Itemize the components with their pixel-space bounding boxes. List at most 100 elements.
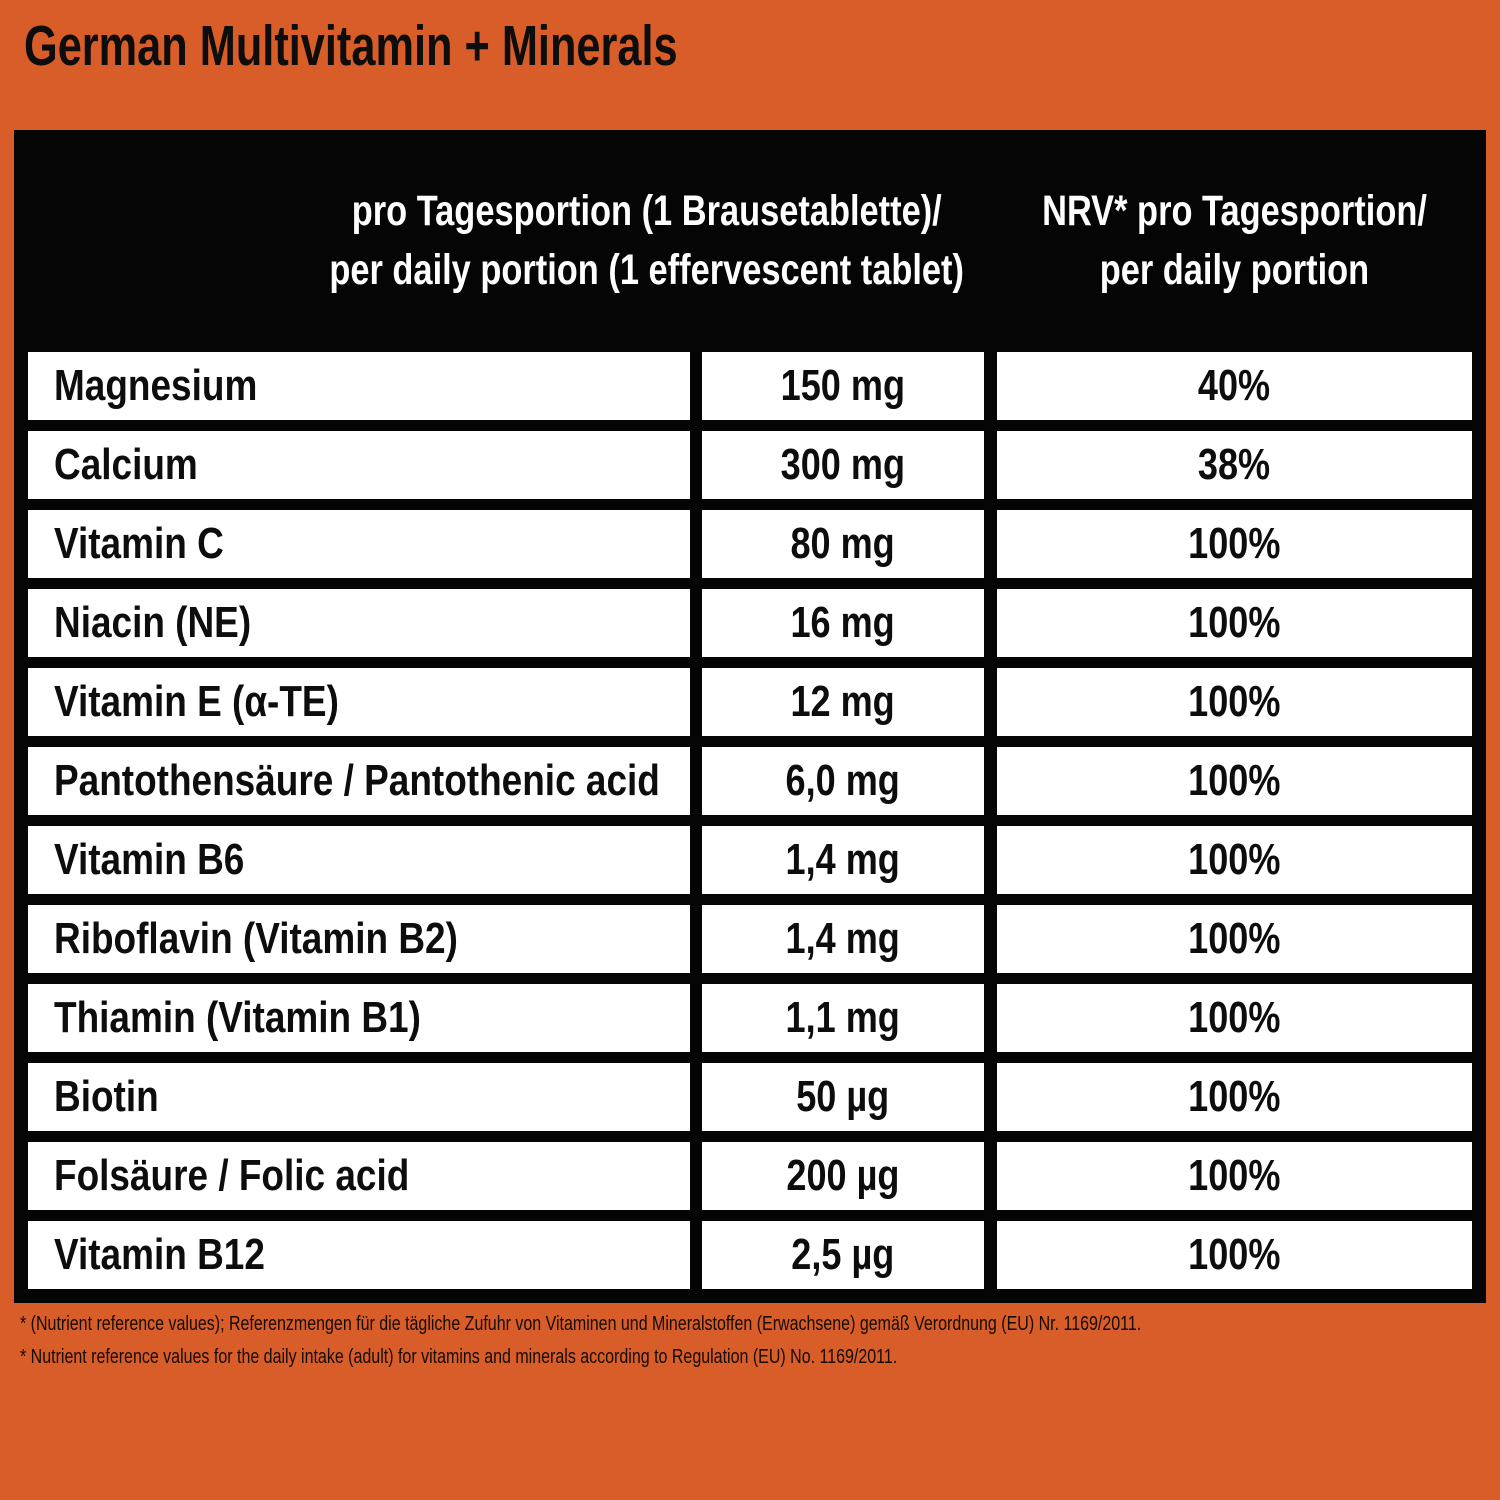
header-amount-line2: per daily portion (1 effervescent tablet… (329, 246, 965, 294)
nrv-cell: 100% (997, 747, 1472, 815)
page-title-text: German Multivitamin + Minerals (24, 14, 678, 78)
table-row: Thiamin (Vitamin B1) 1,1 mg 100% (28, 984, 1472, 1052)
nutrient-cell: Riboflavin (Vitamin B2) (28, 905, 690, 973)
nutrient-cell: Thiamin (Vitamin B1) (28, 984, 690, 1052)
nutrient-label: Magnesium (54, 361, 258, 410)
nrv-cell: 100% (997, 1221, 1472, 1289)
amount-value: 150 mg (780, 361, 906, 410)
column-divider (984, 984, 997, 1052)
page-title: German Multivitamin + Minerals (24, 13, 884, 79)
amount-cell: 150 mg (702, 352, 984, 420)
column-divider (690, 1221, 702, 1289)
amount-cell: 80 mg (702, 510, 984, 578)
column-divider (690, 589, 702, 657)
nutrient-label: Vitamin C (54, 519, 224, 568)
amount-value: 80 mg (790, 519, 896, 568)
amount-value: 300 mg (780, 440, 906, 489)
amount-value: 1,4 mg (785, 914, 901, 963)
amount-cell: 16 mg (702, 589, 984, 657)
column-divider (984, 747, 997, 815)
header-amount-column: pro Tagesportion (1 Brausetablette)/ per… (304, 130, 990, 352)
nutrient-cell: Vitamin E (α-TE) (28, 668, 690, 736)
amount-cell: 6,0 mg (702, 747, 984, 815)
nrv-cell: 100% (997, 826, 1472, 894)
amount-value: 1,1 mg (785, 993, 901, 1042)
amount-value: 200 µg (786, 1151, 900, 1200)
table-body: Magnesium 150 mg 40% Calcium 300 mg 38% … (28, 352, 1472, 1289)
nutrient-label: Vitamin E (α-TE) (54, 677, 339, 726)
column-divider (984, 1063, 997, 1131)
column-divider (690, 905, 702, 973)
nutrient-label: Biotin (54, 1072, 159, 1121)
nutrient-label: Vitamin B12 (54, 1230, 265, 1279)
footnote-german: * (Nutrient reference values); Referenzm… (20, 1308, 1421, 1341)
amount-value: 1,4 mg (785, 835, 901, 884)
footnote-english-text: * Nutrient reference values for the dail… (20, 1346, 898, 1368)
nrv-cell: 100% (997, 510, 1472, 578)
nutrient-label: Pantothensäure / Pantothenic acid (54, 756, 660, 805)
table-row: Niacin (NE) 16 mg 100% (28, 589, 1472, 657)
amount-cell: 1,4 mg (702, 905, 984, 973)
column-divider (690, 431, 702, 499)
column-divider (690, 826, 702, 894)
column-divider (690, 352, 702, 420)
nrv-value: 100% (1188, 1230, 1281, 1279)
nutrient-cell: Biotin (28, 1063, 690, 1131)
header-nrv-column: NRV* pro Tagesportion/ per daily portion (997, 130, 1472, 352)
amount-value: 6,0 mg (785, 756, 901, 805)
table-row: Folsäure / Folic acid 200 µg 100% (28, 1142, 1472, 1210)
column-divider (984, 352, 997, 420)
amount-value: 16 mg (790, 598, 896, 647)
nrv-value: 100% (1188, 598, 1281, 647)
nutrient-cell: Vitamin C (28, 510, 690, 578)
table-row: Magnesium 150 mg 40% (28, 352, 1472, 420)
amount-value: 12 mg (790, 677, 896, 726)
column-divider (984, 589, 997, 657)
column-divider (984, 905, 997, 973)
nutrient-cell: Magnesium (28, 352, 690, 420)
nrv-cell: 100% (997, 984, 1472, 1052)
column-divider (690, 1063, 702, 1131)
nutrient-cell: Pantothensäure / Pantothenic acid (28, 747, 690, 815)
nutrient-label: Niacin (NE) (54, 598, 252, 647)
column-divider (690, 984, 702, 1052)
table-row: Riboflavin (Vitamin B2) 1,4 mg 100% (28, 905, 1472, 973)
nrv-cell: 100% (997, 668, 1472, 736)
nrv-cell: 100% (997, 905, 1472, 973)
nutrient-label: Thiamin (Vitamin B1) (54, 993, 421, 1042)
amount-cell: 1,1 mg (702, 984, 984, 1052)
header-nrv-line1: NRV* pro Tagesportion/ (1042, 187, 1427, 235)
nutrient-cell: Vitamin B6 (28, 826, 690, 894)
header-nrv-line2: per daily portion (1099, 246, 1370, 294)
amount-value: 2,5 µg (791, 1230, 895, 1279)
nutrient-cell: Folsäure / Folic acid (28, 1142, 690, 1210)
nrv-value: 38% (1198, 440, 1271, 489)
column-divider (690, 668, 702, 736)
amount-cell: 300 mg (702, 431, 984, 499)
column-divider (984, 668, 997, 736)
footnote-german-text: * (Nutrient reference values); Referenzm… (20, 1313, 1142, 1335)
nrv-value: 100% (1188, 993, 1281, 1042)
nrv-cell: 100% (997, 589, 1472, 657)
nrv-cell: 100% (997, 1142, 1472, 1210)
column-divider (690, 1142, 702, 1210)
amount-value: 50 µg (796, 1072, 890, 1121)
nutrient-label: Calcium (54, 440, 198, 489)
nutrition-facts-table: pro Tagesportion (1 Brausetablette)/ per… (14, 130, 1486, 1303)
nrv-value: 100% (1188, 1151, 1281, 1200)
column-divider (690, 510, 702, 578)
nutrient-label: Riboflavin (Vitamin B2) (54, 914, 458, 963)
column-divider (984, 510, 997, 578)
table-row: Biotin 50 µg 100% (28, 1063, 1472, 1131)
amount-cell: 12 mg (702, 668, 984, 736)
nrv-value: 100% (1188, 677, 1281, 726)
nrv-cell: 38% (997, 431, 1472, 499)
nrv-value: 100% (1188, 914, 1281, 963)
nrv-cell: 40% (997, 352, 1472, 420)
amount-cell: 200 µg (702, 1142, 984, 1210)
amount-cell: 50 µg (702, 1063, 984, 1131)
nrv-value: 40% (1198, 361, 1271, 410)
column-divider (690, 747, 702, 815)
nutrient-label: Folsäure / Folic acid (54, 1151, 410, 1200)
